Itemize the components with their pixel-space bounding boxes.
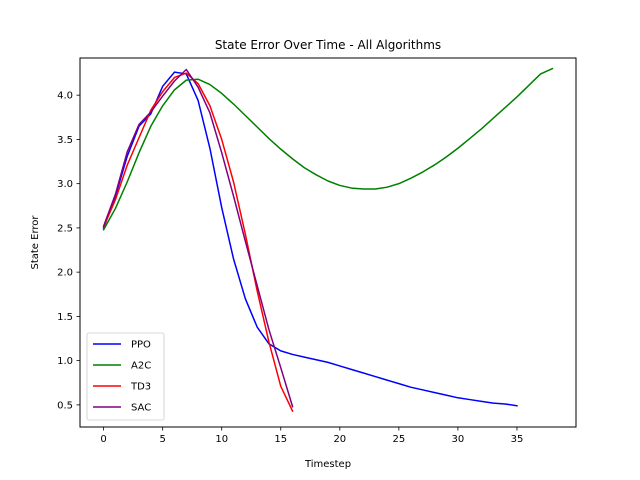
series-line-a2c	[102, 67, 554, 231]
series-line-sac	[102, 68, 294, 408]
y-tick-label: 3.0	[57, 179, 73, 190]
y-tick-label: 2.0	[57, 268, 73, 279]
y-tick-label: 2.5	[57, 223, 73, 234]
x-tick-label: 20	[333, 434, 346, 445]
chart-title: State Error Over Time - All Algorithms	[215, 38, 441, 52]
legend: PPO A2C TD3 SAC	[86, 332, 165, 421]
y-tick-label: 0.5	[57, 400, 73, 411]
legend-label-td3: TD3	[130, 382, 151, 393]
y-tick-label: 4.0	[57, 91, 73, 102]
x-tick-label: 30	[452, 434, 465, 445]
y-axis-ticks: 0.5 1.0 1.5 2.0 2.5 3.0 3.5 4.0	[57, 91, 80, 411]
x-axis-ticks: 0 5 10 15 20 25 30 35	[100, 427, 523, 445]
x-tick-label: 15	[274, 434, 287, 445]
y-tick-label: 1.5	[57, 312, 73, 323]
x-tick-label: 10	[215, 434, 228, 445]
x-tick-label: 25	[392, 434, 405, 445]
legend-label-a2c: A2C	[131, 361, 151, 372]
legend-label-ppo: PPO	[131, 340, 151, 351]
legend-box	[86, 332, 165, 421]
x-tick-label: 0	[100, 434, 106, 445]
series-line-ppo	[102, 71, 518, 407]
y-tick-label: 1.0	[57, 356, 73, 367]
series-line-td3	[102, 72, 294, 413]
legend-label-sac: SAC	[131, 403, 151, 414]
x-tick-label: 5	[159, 434, 165, 445]
y-axis-label: State Error	[30, 215, 41, 270]
series-layer	[102, 67, 554, 413]
x-tick-label: 35	[511, 434, 524, 445]
x-axis-label: Timestep	[304, 459, 351, 470]
y-tick-label: 3.5	[57, 135, 73, 146]
plot-frame	[79, 57, 577, 428]
